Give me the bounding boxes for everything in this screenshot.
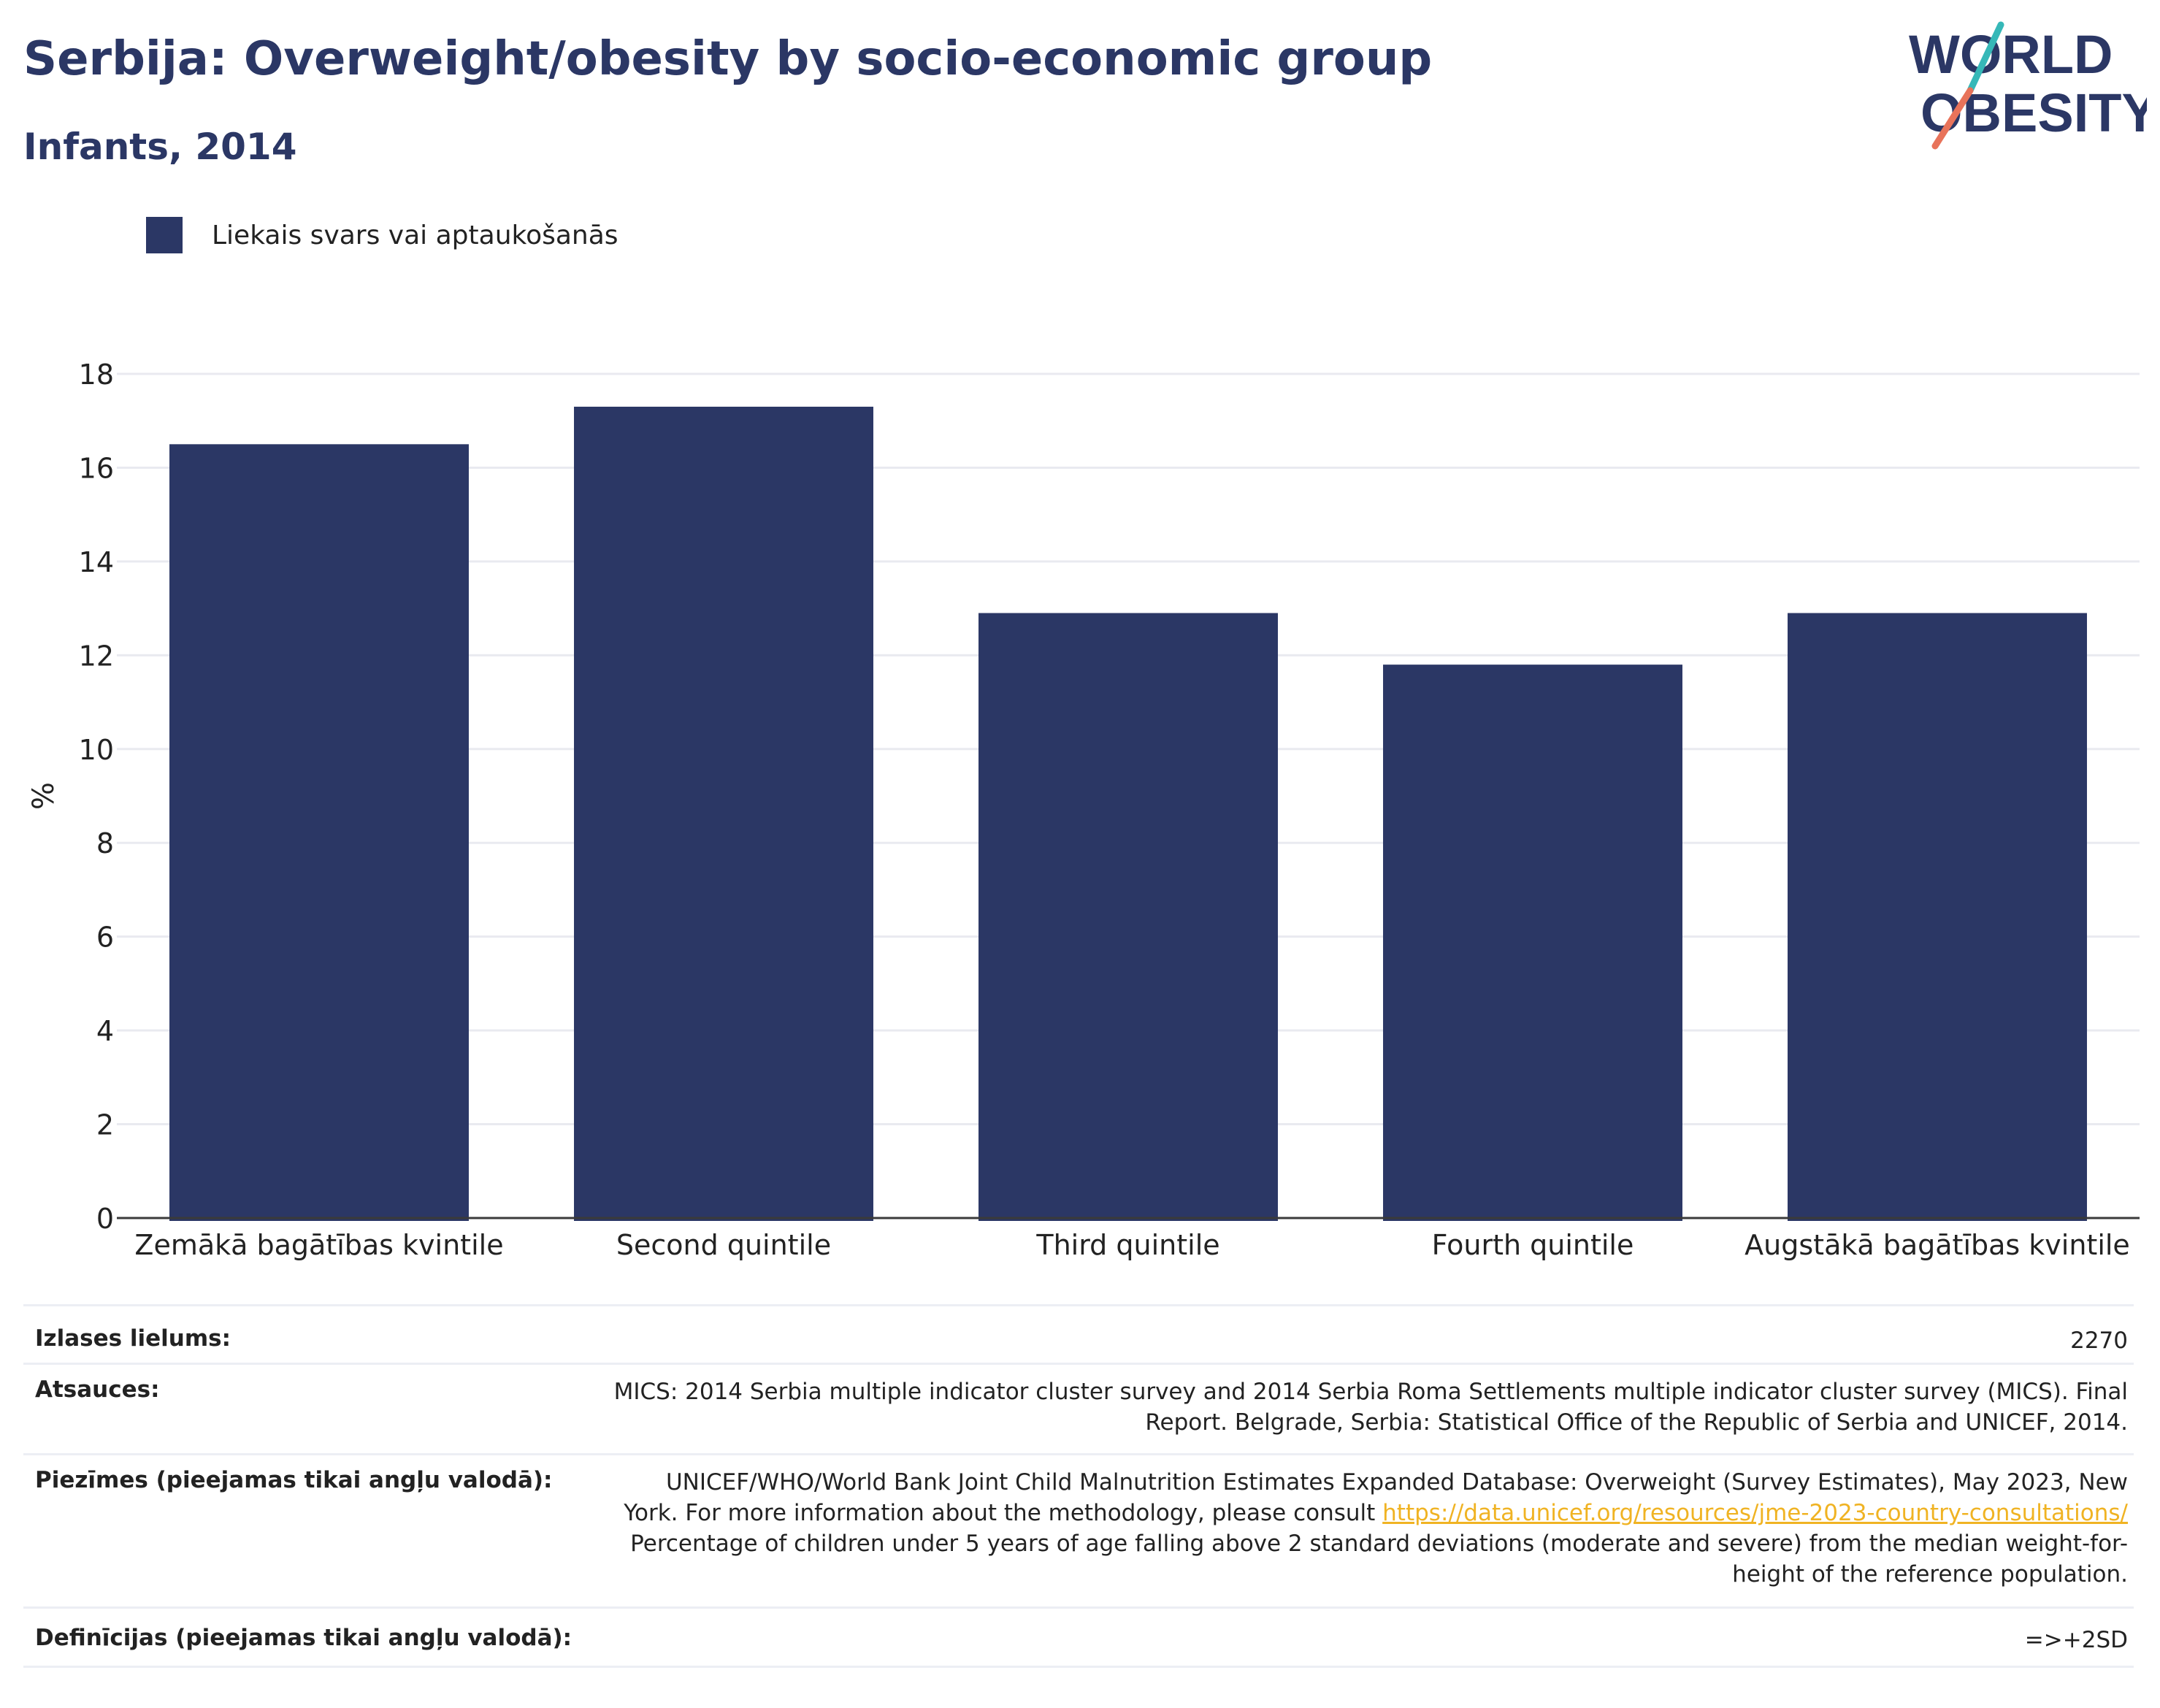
info-table: Izlases lielums: 2270 Atsauces: MICS: 20… [23,1304,2134,1668]
bar [1383,665,1682,1221]
y-tick-label: 12 [79,640,114,672]
references-label: Atsauces: [35,1376,160,1403]
bar [169,444,469,1222]
legend-label: Liekais svars vai aptaukošanās [212,220,618,250]
world-obesity-logo: WORLD OBESITY [1909,21,2147,150]
bars [169,406,2087,1222]
sample-size-row: Izlases lielums: 2270 [23,1304,2134,1363]
chart-title: Serbija: Overweight/obesity by socio-eco… [23,32,1433,86]
methodology-link[interactable]: https://data.unicef.org/resources/jme-20… [1382,1500,2128,1526]
references-line-2: Report. Belgrade, Serbia: Statistical Of… [1145,1409,2128,1436]
x-tick-label: Augstākā bagātības kvintile [1745,1229,2130,1261]
notes-line-3: Percentage of children under 5 years of … [630,1531,2128,1557]
notes-line-2-text: York. For more information about the met… [624,1500,1383,1526]
x-tick-label: Third quintile [1035,1229,1219,1261]
notes-line-2: York. For more information about the met… [624,1498,2128,1528]
y-tick-label: 8 [96,827,114,859]
bar [978,613,1278,1221]
sample-size-value: 2270 [2070,1328,2128,1354]
y-tick-label: 18 [79,359,114,391]
y-tick-label: 14 [79,546,114,578]
bar [1788,613,2087,1221]
definitions-value: =>+2SD [2024,1627,2128,1653]
definitions-label: Definīcijas (pieejamas tikai angļu valod… [35,1625,572,1651]
bar-chart: 0 2 4 6 8 10 12 14 16 18 Zemākā bagātības kvintil… [79,359,2140,1261]
references-row: Atsauces: MICS: 2014 Serbia multiple ind… [23,1363,2134,1453]
chart-legend: Liekais svars vai aptaukošanās [146,216,618,254]
logo-slash-top [1966,21,2004,94]
references-line-1: MICS: 2014 Serbia multiple indicator clu… [613,1379,2128,1405]
logo-text-world: WORLD [1909,24,2113,85]
y-tick-label: 0 [96,1203,114,1235]
notes-line-1: UNICEF/WHO/World Bank Joint Child Malnut… [665,1469,2128,1496]
y-axis-ticks: 0 2 4 6 8 10 12 14 16 18 [79,359,114,1235]
logo-slash-bottom [1931,87,1974,150]
x-tick-label: Zemākā bagātības kvintile [134,1229,503,1261]
legend-swatch [146,217,183,253]
x-tick-label: Fourth quintile [1432,1229,1634,1261]
notes-line-4: height of the reference population. [1732,1561,2128,1588]
definitions-row: Definīcijas (pieejamas tikai angļu valod… [23,1606,2134,1668]
notes-row: Piezīmes (pieejamas tikai angļu valodā):… [23,1453,2134,1606]
x-axis-ticks: Zemākā bagātības kvintile Second quintile… [134,1229,2129,1261]
y-tick-label: 10 [79,734,114,766]
y-tick-label: 6 [96,922,114,954]
x-tick-label: Second quintile [616,1229,831,1261]
y-tick-label: 2 [96,1109,114,1141]
notes-label: Piezīmes (pieejamas tikai angļu valodā): [35,1467,553,1493]
bar [574,406,873,1221]
references-value: MICS: 2014 Serbia multiple indicator clu… [614,1376,2134,1438]
chart-subtitle: Infants, 2014 [23,126,297,168]
notes-value: UNICEF/WHO/World Bank Joint Child Malnut… [624,1467,2134,1590]
y-tick-label: 16 [79,452,114,484]
sample-size-label: Izlases lielums: [35,1325,231,1352]
y-tick-label: 4 [96,1015,114,1047]
